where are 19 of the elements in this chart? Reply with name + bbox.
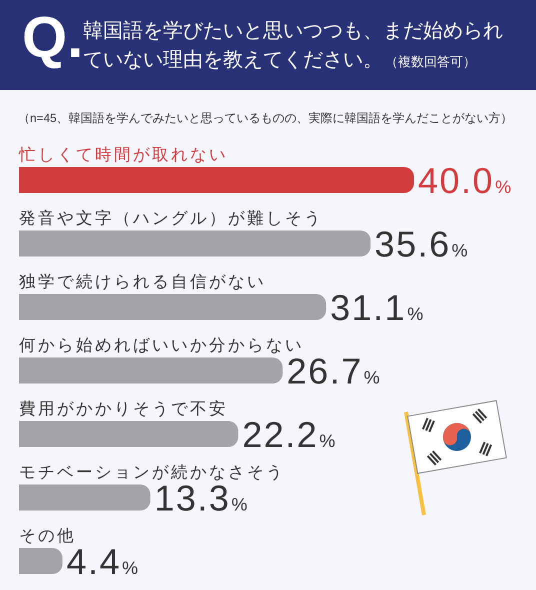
bar [19, 358, 283, 384]
chart-title: 韓国語を学びたいと思いつつも、まだ始められていない理由を教えてください。（複数回答可） [83, 20, 503, 71]
chart-subtitle: （n=45、韓国語を学んでみたいと思っているものの、実際に韓国語を学んだことがない方） [18, 111, 513, 125]
bar [19, 230, 371, 256]
data-label: 40.0% [418, 160, 513, 201]
bar [19, 548, 62, 574]
bar [19, 167, 414, 193]
y-tick-label: 独学で続けられる自信がない [19, 273, 266, 291]
y-tick-label: 発音や文字（ハングル）が難しそう [19, 208, 323, 228]
y-tick-label: 忙しくて時間が取れない [18, 145, 228, 164]
y-tick-label: その他 [19, 527, 76, 545]
data-label: 35.6% [374, 224, 470, 264]
y-tick-label: 費用がかかりそうで不安 [19, 399, 228, 418]
data-label: 31.1% [330, 287, 425, 328]
bar [19, 421, 238, 447]
bar [19, 484, 150, 510]
data-label: 22.2% [242, 414, 337, 455]
bar [19, 294, 326, 320]
text: Q. [22, 5, 84, 70]
